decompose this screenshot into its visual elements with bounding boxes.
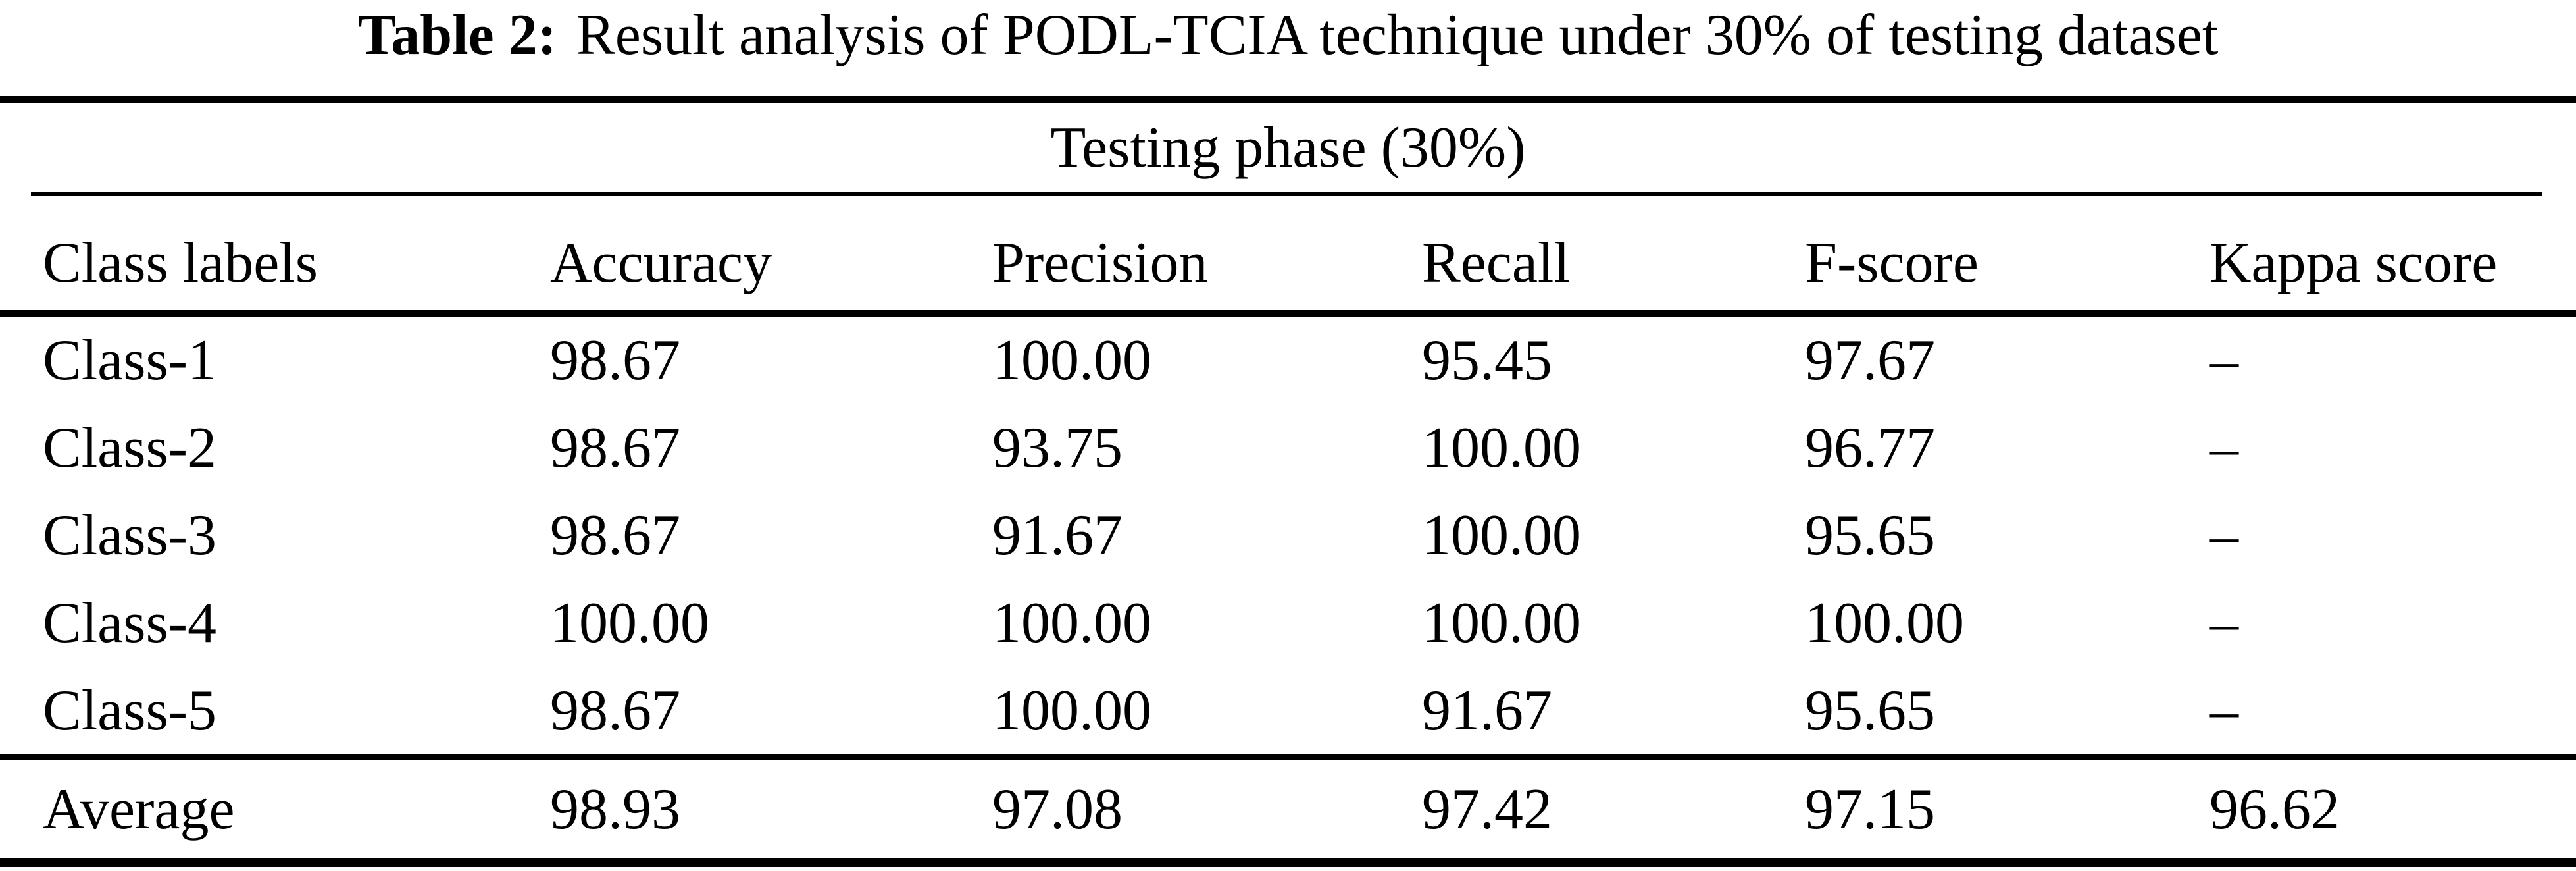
table-cell: 95.65 (1805, 504, 1935, 567)
col-header-kappa-score: Kappa score (2210, 231, 2498, 295)
table-cell: 98.67 (550, 416, 680, 480)
table-cell: – (2210, 416, 2238, 480)
col-header-accuracy: Accuracy (550, 231, 772, 295)
table-cell: 100.00 (1422, 504, 1581, 567)
table-cell: – (2210, 591, 2238, 655)
col-header-class-labels: Class labels (43, 231, 318, 295)
table-cell: – (2210, 504, 2238, 567)
header-underline-rule (0, 310, 2576, 317)
table-cell: 98.67 (550, 504, 680, 567)
row-label: Class-1 (43, 329, 216, 392)
average-separator-rule (0, 754, 2576, 760)
header-row: Class labels Accuracy Precision Recall F… (0, 196, 2576, 310)
col-header-precision: Precision (992, 231, 1208, 295)
table-cell: – (2210, 329, 2238, 392)
col-header-recall: Recall (1422, 231, 1570, 295)
table-cell: 95.45 (1422, 329, 1552, 392)
table-row-class-3: Class-3 98.67 91.67 100.00 95.65 – (0, 492, 2576, 579)
table-cell: 97.67 (1805, 329, 1935, 392)
table-row-average: Average 98.93 97.08 97.42 97.15 96.62 (0, 760, 2576, 858)
table-cell: 96.77 (1805, 416, 1935, 480)
table-cell: 100.00 (1805, 591, 1964, 655)
row-label: Class-2 (43, 416, 216, 480)
table-cell: 100.00 (1422, 416, 1581, 480)
table-cell: – (2210, 679, 2238, 743)
top-rule (0, 96, 2576, 103)
span-header-label: Testing phase (30%) (1050, 115, 1526, 180)
table-cell: 97.42 (1422, 778, 1552, 841)
table-cell: 96.62 (2210, 778, 2340, 841)
col-header-f-score: F-score (1805, 231, 1979, 295)
table-caption-number: Table 2: (357, 3, 557, 67)
table-cell: 100.00 (550, 591, 709, 655)
table-cell: 100.00 (992, 679, 1151, 743)
table-cell: 100.00 (1422, 591, 1581, 655)
table-cell: 97.08 (992, 778, 1123, 841)
table-cell: 93.75 (992, 416, 1123, 480)
table-cell: 98.67 (550, 329, 680, 392)
table-caption: Table 2: Result analysis of PODL-TCIA tec… (0, 0, 2576, 68)
table-row-class-2: Class-2 98.67 93.75 100.00 96.77 – (0, 404, 2576, 492)
table-cell: 100.00 (992, 329, 1151, 392)
table-cell: 97.15 (1805, 778, 1935, 841)
table-cell: 98.93 (550, 778, 680, 841)
table-cell: 98.67 (550, 679, 680, 743)
table-row-class-1: Class-1 98.67 100.00 95.45 97.67 – (0, 317, 2576, 404)
row-label: Average (43, 778, 235, 841)
table-cell: 91.67 (992, 504, 1123, 567)
row-label: Class-3 (43, 504, 216, 567)
table-cell: 100.00 (992, 591, 1151, 655)
row-label: Class-5 (43, 679, 216, 743)
table-row-class-4: Class-4 100.00 100.00 100.00 100.00 – (0, 579, 2576, 667)
span-header-row: Testing phase (30%) (0, 103, 2576, 192)
bottom-rule (0, 858, 2576, 867)
table-caption-text: Result analysis of PODL-TCIA technique u… (576, 3, 2219, 67)
results-table: Testing phase (30%) Class labels Accurac… (0, 96, 2576, 867)
row-label: Class-4 (43, 591, 216, 655)
table-cell: 95.65 (1805, 679, 1935, 743)
table-cell: 91.67 (1422, 679, 1552, 743)
span-header-underline-rule (31, 192, 2542, 196)
table-row-class-5: Class-5 98.67 100.00 91.67 95.65 – (0, 667, 2576, 754)
